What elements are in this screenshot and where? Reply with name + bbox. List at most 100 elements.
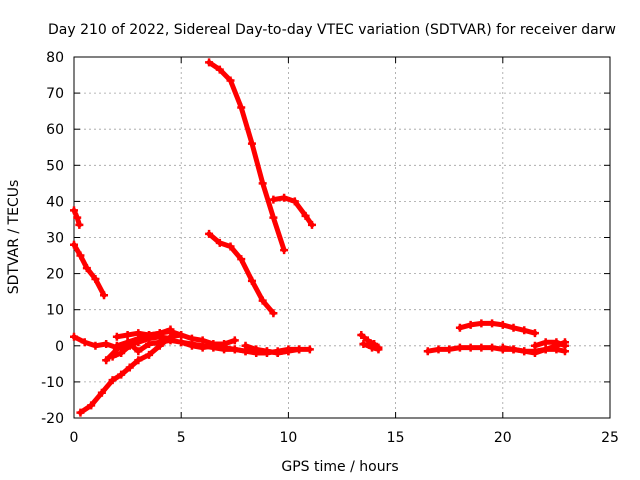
data-point (108, 376, 117, 385)
data-point (87, 401, 96, 410)
data-point (108, 352, 117, 361)
data-point (252, 345, 261, 354)
x-axis-label: GPS time / hours (281, 459, 398, 475)
data-point (520, 326, 529, 335)
data-point (134, 347, 143, 356)
data-point (357, 330, 366, 339)
data-point (100, 291, 109, 300)
data-point (177, 338, 186, 347)
data-point (145, 330, 154, 339)
data-point (80, 338, 89, 347)
data-point (70, 240, 78, 249)
data-series (70, 58, 569, 417)
series-arc-13 (269, 193, 316, 229)
data-point (125, 363, 134, 372)
data-point (455, 343, 464, 352)
y-tick-label: 0 (55, 339, 64, 355)
data-point (76, 251, 85, 260)
data-point (269, 195, 278, 204)
data-point (198, 341, 207, 350)
series-arc-10 (241, 341, 304, 358)
data-point (498, 343, 507, 352)
data-point (102, 339, 111, 348)
data-point (145, 350, 154, 359)
grid-lines (74, 57, 610, 418)
y-tick-label: 80 (46, 50, 64, 66)
data-point (75, 220, 84, 229)
x-tick-label: 15 (387, 430, 405, 446)
x-tick-label: 5 (177, 430, 186, 446)
data-point (209, 343, 218, 352)
data-point (280, 246, 289, 255)
series-line (206, 59, 287, 253)
data-point (230, 345, 239, 354)
data-point (102, 356, 111, 365)
data-point (230, 336, 239, 345)
data-point (363, 336, 372, 345)
data-point (215, 65, 224, 74)
data-point (374, 345, 383, 354)
y-tick-label: -10 (41, 375, 64, 391)
data-point (262, 347, 271, 356)
data-point (301, 211, 310, 220)
y-tick-label: 10 (46, 303, 64, 319)
data-point (455, 323, 464, 332)
series-arc-19 (455, 319, 539, 338)
y-tick-label: 40 (46, 194, 64, 210)
data-point (434, 345, 443, 354)
data-point (466, 343, 475, 352)
data-point (530, 329, 539, 338)
chart-title: Day 210 of 2022, Sidereal Day-to-day VTE… (48, 22, 616, 38)
data-point (541, 345, 550, 354)
data-point (307, 220, 316, 229)
data-point (70, 332, 78, 341)
data-point (123, 338, 132, 347)
data-point (73, 213, 82, 222)
data-point (269, 213, 278, 222)
data-point (76, 408, 85, 417)
series-line (71, 242, 107, 298)
data-point (134, 356, 143, 365)
data-point (498, 320, 507, 329)
y-tick-label: 20 (46, 267, 64, 283)
data-point (290, 197, 299, 206)
data-point (91, 275, 100, 284)
data-point (134, 329, 143, 338)
series-arc-11 (205, 229, 278, 318)
data-point (530, 341, 539, 350)
data-point (273, 349, 282, 358)
data-point (541, 338, 550, 347)
data-point (477, 319, 486, 328)
series-arc-1 (70, 206, 84, 229)
series-line (532, 339, 568, 349)
series-arc-12 (205, 58, 289, 255)
data-point (509, 323, 518, 332)
x-tick-label: 20 (494, 430, 512, 446)
data-point (123, 330, 132, 339)
series-arc-2 (70, 240, 109, 300)
y-tick-label: 70 (46, 86, 64, 102)
series-line (358, 332, 381, 351)
data-point (477, 343, 486, 352)
data-point (488, 319, 497, 328)
y-tick-label: 30 (46, 231, 64, 247)
data-point (166, 327, 175, 336)
y-axis-label: SDTVAR / TECUs (6, 180, 22, 295)
data-point (258, 296, 267, 305)
data-point (530, 349, 539, 358)
data-point (247, 276, 256, 285)
data-point (215, 238, 224, 247)
data-point (82, 264, 91, 273)
data-point (520, 347, 529, 356)
data-point (258, 179, 267, 188)
data-point (445, 345, 454, 354)
data-point (70, 206, 78, 215)
data-point (269, 309, 278, 318)
axis-ticks: 0 5 10 15 20 25 -20 -10 0 10 20 30 40 50 60 70 80 (41, 50, 619, 446)
data-point (552, 338, 561, 347)
y-tick-label: 60 (46, 122, 64, 138)
data-point (226, 242, 235, 251)
series-arc-15 (359, 339, 383, 354)
data-point (509, 345, 518, 354)
